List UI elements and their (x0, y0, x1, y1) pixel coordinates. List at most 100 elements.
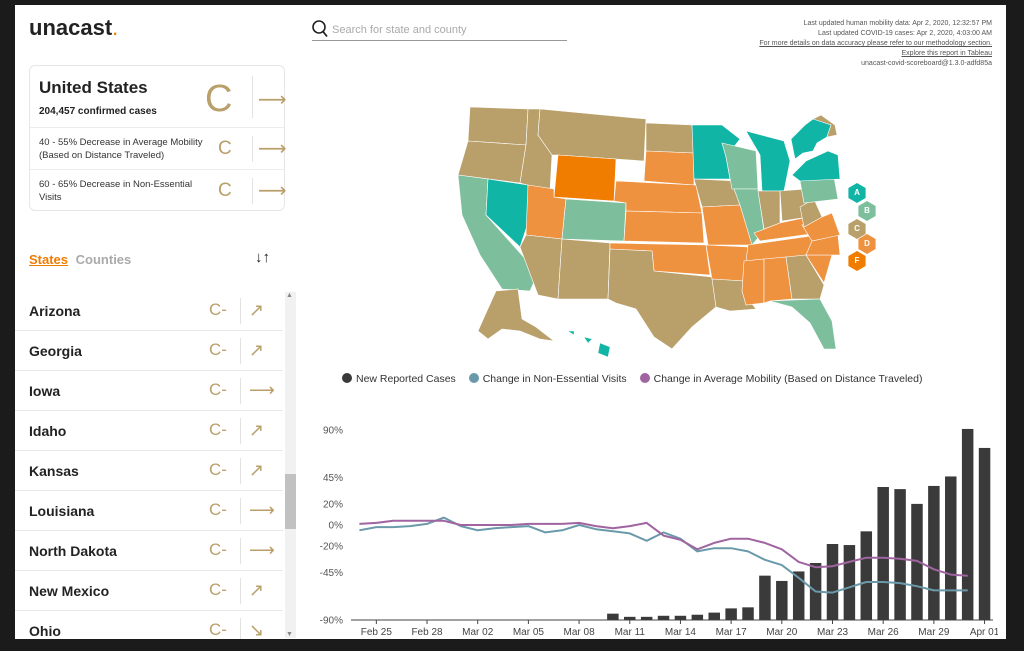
state-grade: C- (209, 580, 227, 599)
legend-item-visits[interactable]: Change in Non-Essential Visits (468, 373, 627, 385)
mobility-grade: C (218, 138, 232, 159)
grade-d-badge: D (858, 234, 876, 254)
state-arizona[interactable] (519, 234, 563, 300)
state-new-mexico[interactable] (557, 238, 611, 300)
list-item[interactable]: Kansas C- ↗ (15, 451, 283, 491)
methodology-link[interactable]: For more details on data accuracy please… (759, 40, 992, 47)
trend-arrow-right-icon[interactable]: ⟶ (258, 138, 287, 160)
trend-right-icon: ⟶ (249, 380, 275, 400)
overall-grade: C (205, 78, 233, 120)
tableau-link[interactable]: Explore this report in Tableau (901, 50, 992, 57)
x-tick-label: Mar 26 (868, 627, 900, 638)
state-north-dakota[interactable] (645, 122, 695, 154)
state-alabama[interactable] (763, 256, 793, 304)
y-tick-label: 45% (323, 473, 343, 484)
state-grade: C- (209, 460, 227, 479)
state-alaska[interactable] (477, 288, 556, 342)
state-arkansas[interactable] (705, 244, 749, 282)
case-bar (877, 487, 889, 620)
grade-a-badge: A (848, 183, 866, 203)
search-bar (312, 19, 567, 41)
divider (240, 458, 241, 484)
scroll-up-icon[interactable]: ▲ (286, 292, 293, 299)
state-south-dakota[interactable] (643, 150, 695, 186)
trend-chart[interactable]: 90% 45% 20% 0% -20% -45% -90% Feb 25 Feb 28 Mar 0… (298, 410, 998, 639)
case-bar (725, 608, 737, 620)
state-washington[interactable] (467, 106, 529, 146)
y-tick-label: -90% (320, 616, 343, 627)
case-bar (792, 571, 805, 620)
case-bar (826, 544, 839, 620)
divider (252, 136, 253, 162)
divider (252, 178, 253, 204)
country-summary-card: United States 204,457 confirmed cases C … (29, 65, 287, 212)
divider (240, 618, 241, 639)
state-hawaii[interactable] (567, 330, 611, 358)
country-title: United States (39, 78, 148, 97)
list-item[interactable]: Georgia C- ↗ (15, 331, 283, 371)
case-bar (860, 531, 873, 620)
list-item[interactable]: Arizona C- ↗ (15, 291, 283, 331)
unacast-logo[interactable]: unacast. (29, 15, 119, 40)
legend-item-cases[interactable]: New Reported Cases (342, 373, 456, 385)
x-tick-label: Feb 28 (411, 627, 443, 638)
scroll-thumb[interactable] (285, 474, 296, 529)
visits-line (359, 516, 968, 594)
new-england-map[interactable] (791, 115, 839, 165)
list-scrollbar[interactable]: ▲ ▼ (285, 292, 296, 638)
state-grade: C- (209, 340, 227, 359)
state-nebraska[interactable] (613, 180, 703, 214)
tab-states[interactable]: States (29, 252, 69, 267)
state-montana[interactable] (537, 108, 647, 162)
case-bar (759, 575, 771, 620)
grade-f-badge: F (848, 251, 866, 271)
case-bar (894, 489, 906, 620)
list-item[interactable]: Idaho C- ↗ (15, 411, 283, 451)
summary-header: United States 204,457 confirmed cases C … (30, 66, 287, 128)
case-bar (607, 613, 619, 620)
x-tick-label: Mar 20 (766, 627, 798, 638)
divider (252, 76, 253, 118)
visits-metric-row[interactable]: 60 - 65% Decrease in Non-Essential Visit… (30, 170, 287, 212)
mobility-metric-row[interactable]: 40 - 55% Decrease in Average Mobility (B… (30, 128, 287, 170)
legend-swatch (639, 373, 650, 383)
state-nevada[interactable] (485, 178, 529, 248)
state-florida[interactable] (769, 298, 837, 350)
sort-icon[interactable]: ↓↑ (255, 249, 270, 266)
mobility-metric-label: 40 - 55% Decrease in Average Mobility (B… (39, 137, 203, 161)
trend-arrow-right-icon[interactable]: ⟶ (258, 89, 287, 111)
x-tick-label: Mar 23 (817, 627, 849, 638)
x-tick-label: Mar 08 (564, 627, 596, 638)
state-new-york[interactable] (791, 150, 840, 182)
state-maine[interactable] (812, 115, 838, 138)
state-grade: C- (209, 300, 227, 319)
update-info: Last updated human mobility data: Apr 2,… (759, 19, 992, 69)
divider (240, 498, 241, 524)
us-grade-map[interactable] (440, 95, 840, 360)
chart-legend: New Reported Cases Change in Non-Essenti… (342, 373, 932, 385)
legend-item-mobility[interactable]: Change in Average Mobility (Based on Dis… (639, 373, 922, 385)
list-item[interactable]: Iowa C- ⟶ (15, 371, 283, 411)
state-mississippi[interactable] (741, 258, 765, 306)
y-tick-label: -45% (320, 568, 343, 579)
state-kansas[interactable] (623, 210, 705, 244)
search-input[interactable] (332, 21, 562, 39)
state-georgia[interactable] (785, 254, 825, 300)
scroll-down-icon[interactable]: ▼ (286, 631, 293, 638)
list-item[interactable]: New Mexico C- ↗ (15, 571, 283, 611)
tab-counties[interactable]: Counties (75, 252, 132, 267)
search-icon[interactable] (312, 20, 328, 38)
state-wyoming[interactable] (553, 154, 617, 202)
state-name: New Mexico (29, 583, 110, 599)
list-item[interactable]: Ohio C- ↘ (15, 611, 283, 639)
state-colorado[interactable] (561, 198, 627, 242)
confirmed-cases: 204,457 confirmed cases (39, 106, 157, 117)
state-texas[interactable] (607, 248, 717, 350)
mobility-line (359, 519, 968, 577)
trend-arrow-right-icon[interactable]: ⟶ (258, 180, 287, 202)
app-window: unacast. United States 204,457 confirmed… (15, 5, 1006, 639)
list-item[interactable]: Louisiana C- ⟶ (15, 491, 283, 531)
y-tick-label: -20% (320, 542, 343, 553)
list-item[interactable]: North Dakota C- ⟶ (15, 531, 283, 571)
state-grade: C- (209, 420, 227, 439)
